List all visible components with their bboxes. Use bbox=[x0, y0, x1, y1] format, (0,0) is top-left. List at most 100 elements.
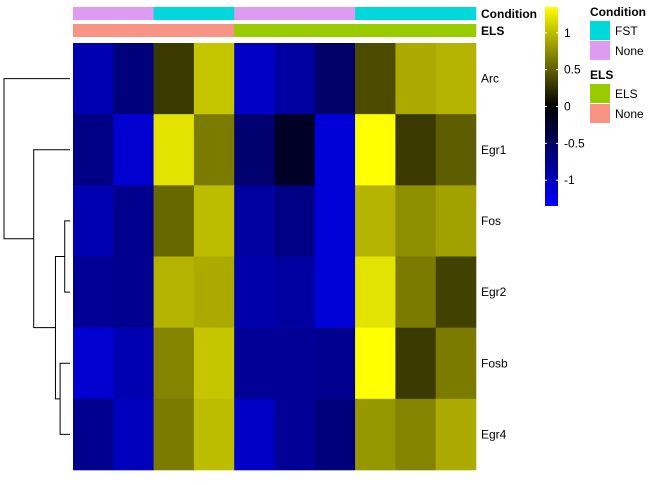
row-label-egr4: Egr4 bbox=[481, 427, 507, 441]
heatmap-cell-fos-4 bbox=[193, 185, 235, 257]
annotation-cell-condition-5 bbox=[234, 7, 275, 20]
heatmap-cell-fosb-4 bbox=[193, 327, 235, 400]
row-label-egr2: Egr2 bbox=[481, 285, 507, 299]
annotation-label-condition: Condition bbox=[481, 7, 537, 21]
legend-swatch-condition-fst bbox=[590, 21, 610, 40]
annotation-cell-els-6 bbox=[274, 24, 316, 37]
legend-label-els-els: ELS bbox=[615, 87, 638, 101]
row-labels: Arc Egr1 Fos Egr2 Fosb Egr4 bbox=[481, 72, 508, 442]
heatmap-cell-egr1-1 bbox=[73, 114, 114, 186]
annotation-cell-els-8 bbox=[355, 24, 396, 37]
annotation-cell-condition-7 bbox=[314, 7, 356, 20]
color-scale-legend: 1 0.5 0 -0.5 -1 bbox=[545, 7, 585, 206]
heatmap-cell-fosb-3 bbox=[153, 327, 195, 400]
heatmap-cell-arc-9 bbox=[395, 43, 436, 115]
heatmap-cell-egr1-5 bbox=[234, 114, 275, 186]
heatmap-cell-arc-6 bbox=[274, 43, 316, 115]
heatmap-cell-egr1-8 bbox=[355, 114, 396, 186]
heatmap-cell-fos-8 bbox=[355, 185, 396, 257]
heatmap-cell-fos-5 bbox=[234, 185, 275, 257]
annotation-label-els: ELS bbox=[481, 24, 504, 38]
heatmap-cell-egr2-7 bbox=[314, 256, 356, 328]
heatmap-cell-fos-1 bbox=[73, 185, 114, 257]
annotation-cell-els-1 bbox=[73, 24, 114, 37]
dendrogram-branch-5 bbox=[3, 78, 70, 240]
heatmap-cell-fosb-7 bbox=[314, 327, 356, 400]
heatmap-cell-egr4-2 bbox=[113, 398, 154, 471]
annotation-cell-els-3 bbox=[153, 24, 195, 37]
heatmap-cell-egr4-9 bbox=[395, 398, 436, 471]
heatmap-cell-egr4-3 bbox=[153, 398, 195, 471]
heatmap-cell-egr2-2 bbox=[113, 256, 154, 328]
heatmap-cell-arc-1 bbox=[73, 43, 114, 115]
color-scale-tick-label: -1 bbox=[564, 173, 575, 187]
heatmap-cell-arc-8 bbox=[355, 43, 396, 115]
legend-swatch-els-none bbox=[590, 104, 610, 123]
heatmap-cell-fos-10 bbox=[435, 185, 477, 257]
annotation-cell-condition-1 bbox=[73, 7, 114, 20]
heatmap-cell-egr1-10 bbox=[435, 114, 477, 186]
annotation-cell-condition-6 bbox=[274, 7, 316, 20]
annotation-cell-els-5 bbox=[234, 24, 275, 37]
heatmap-cell-fosb-1 bbox=[73, 327, 114, 400]
heatmap-cell-egr1-9 bbox=[395, 114, 436, 186]
dendrogram-branch-2 bbox=[59, 362, 70, 435]
heatmap-cell-fosb-5 bbox=[234, 327, 275, 400]
annotation-cell-els-10 bbox=[435, 24, 477, 37]
annotation-cell-condition-8 bbox=[355, 7, 396, 20]
column-annotation-bars: Condition ELS bbox=[73, 7, 537, 38]
heatmap-cell-egr4-6 bbox=[274, 398, 316, 471]
legend-label-condition-fst: FST bbox=[615, 24, 638, 38]
heatmap-cell-egr1-2 bbox=[113, 114, 154, 186]
heatmap-cell-arc-4 bbox=[193, 43, 235, 115]
heatmap-cell-egr2-10 bbox=[435, 256, 477, 328]
dendrogram-branch-1 bbox=[64, 220, 70, 293]
heatmap-cell-arc-7 bbox=[314, 43, 356, 115]
heatmap-cell-egr2-1 bbox=[73, 256, 114, 328]
heatmap-cell-fos-6 bbox=[274, 185, 316, 257]
heatmap-cell-fosb-10 bbox=[435, 327, 477, 400]
color-scale-tick-label: 0 bbox=[564, 100, 571, 114]
annotation-cell-condition-3 bbox=[153, 7, 195, 20]
heatmap-cell-fos-9 bbox=[395, 185, 436, 257]
heatmap-cell-arc-2 bbox=[113, 43, 154, 115]
color-scale-tick-label: 0.5 bbox=[564, 63, 581, 77]
heatmap-cell-egr1-7 bbox=[314, 114, 356, 186]
heatmap-cell-egr4-5 bbox=[234, 398, 275, 471]
legend-swatch-els-els bbox=[590, 84, 610, 103]
heatmap-cell-arc-3 bbox=[153, 43, 195, 115]
annotation-cell-els-7 bbox=[314, 24, 356, 37]
annotation-cell-condition-10 bbox=[435, 7, 477, 20]
heatmap-cell-egr1-3 bbox=[153, 114, 195, 186]
heatmap-cell-fosb-8 bbox=[355, 327, 396, 400]
heatmap-cells bbox=[73, 43, 477, 471]
color-scale-tick-label: -0.5 bbox=[564, 136, 585, 150]
row-label-fos: Fos bbox=[481, 214, 501, 228]
heatmap-cell-fos-7 bbox=[314, 185, 356, 257]
annotation-cell-els-4 bbox=[193, 24, 235, 37]
heatmap-cell-egr2-9 bbox=[395, 256, 436, 328]
legend-swatch-condition-none bbox=[590, 41, 610, 60]
color-scale-bar bbox=[545, 7, 558, 206]
color-scale-tick-label: 1 bbox=[564, 26, 571, 40]
annotation-cell-condition-2 bbox=[113, 7, 154, 20]
row-dendrogram bbox=[3, 78, 70, 435]
row-label-egr1: Egr1 bbox=[481, 143, 507, 157]
row-label-arc: Arc bbox=[481, 72, 499, 86]
heatmap-cell-egr2-3 bbox=[153, 256, 195, 328]
heatmap-cell-arc-5 bbox=[234, 43, 275, 115]
heatmap-cell-egr2-5 bbox=[234, 256, 275, 328]
legend-label-condition-none: None bbox=[615, 44, 644, 58]
heatmap-cell-fos-2 bbox=[113, 185, 154, 257]
heatmap-cell-egr4-4 bbox=[193, 398, 235, 471]
heatmap-cell-egr4-8 bbox=[355, 398, 396, 471]
heatmap-cell-egr4-1 bbox=[73, 398, 114, 471]
legend-title-els: ELS bbox=[590, 68, 613, 82]
row-label-fosb: Fosb bbox=[481, 356, 508, 370]
heatmap-cell-egr2-6 bbox=[274, 256, 316, 328]
heatmap-cell-egr1-4 bbox=[193, 114, 235, 186]
heatmap-cell-fosb-6 bbox=[274, 327, 316, 400]
